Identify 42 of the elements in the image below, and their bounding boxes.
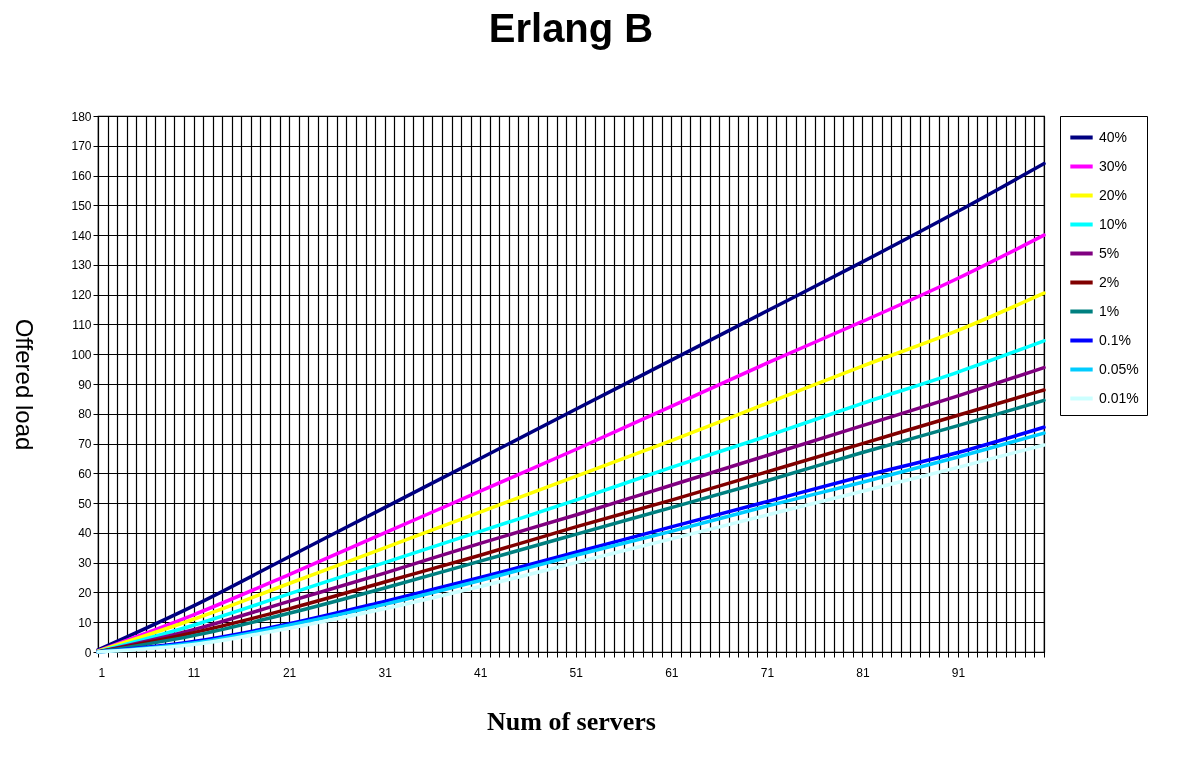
y-tick-label: 140 <box>71 228 92 243</box>
chart-title: Erlang B <box>488 6 654 50</box>
legend-label: 0.01% <box>1099 389 1139 406</box>
x-tick-label: 81 <box>856 665 870 680</box>
legend-label: 0.1% <box>1099 331 1131 348</box>
x-tick-label: 21 <box>282 665 297 680</box>
y-tick-label: 70 <box>78 437 92 452</box>
y-tick-label: 50 <box>78 496 92 511</box>
y-tick-label: 160 <box>71 169 92 184</box>
y-tick-label: 20 <box>78 585 92 600</box>
legend-label: 30% <box>1099 157 1128 174</box>
x-tick-label: 1 <box>98 665 106 680</box>
x-tick-label: 51 <box>569 665 584 680</box>
y-tick-label: 30 <box>78 556 92 571</box>
y-tick-label: 120 <box>71 288 92 303</box>
x-axis-title: Num of servers <box>487 706 656 736</box>
y-tick-label: 90 <box>78 377 92 392</box>
y-tick-label: 100 <box>71 347 92 362</box>
x-tick-label: 91 <box>951 665 966 680</box>
x-tick-label: 11 <box>187 665 201 680</box>
y-tick-label: 110 <box>72 317 92 332</box>
legend-label: 10% <box>1099 215 1128 232</box>
x-tick-label: 71 <box>760 665 775 680</box>
x-tick-label: 61 <box>665 665 679 680</box>
y-tick-label: 150 <box>71 198 92 213</box>
x-tick-label: 41 <box>474 665 488 680</box>
legend-label: 0.05% <box>1099 360 1139 377</box>
y-tick-label: 0 <box>84 645 92 660</box>
y-tick-label: 180 <box>71 109 92 124</box>
y-axis-title: Offered load <box>11 318 39 451</box>
y-tick-label: 170 <box>71 139 92 154</box>
legend-label: 2% <box>1099 273 1120 290</box>
legend-label: 20% <box>1099 186 1128 203</box>
legend-label: 5% <box>1099 244 1120 261</box>
x-tick-label: 31 <box>378 665 393 680</box>
legend-label: 40% <box>1099 128 1128 145</box>
y-tick-label: 80 <box>78 407 92 422</box>
y-tick-label: 60 <box>78 466 92 481</box>
y-tick-label: 130 <box>71 258 92 273</box>
legend-label: 1% <box>1099 302 1120 319</box>
y-tick-label: 40 <box>78 526 92 541</box>
y-tick-label: 10 <box>78 615 92 630</box>
